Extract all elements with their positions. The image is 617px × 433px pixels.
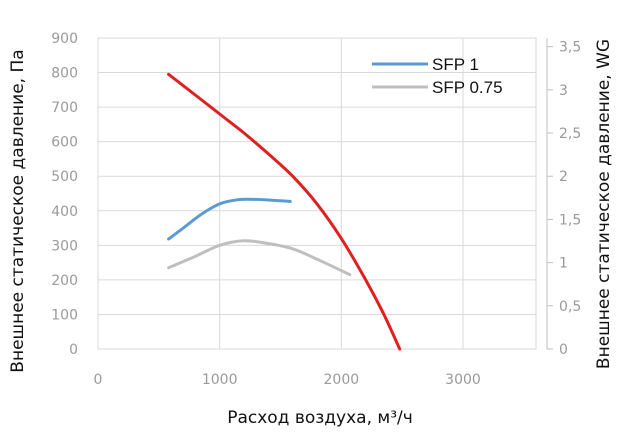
y-left-tick-label: 800 — [51, 66, 78, 82]
y-left-tick-label: 700 — [51, 100, 78, 116]
y-right-tick-label: 2 — [559, 169, 568, 185]
y-axis-title-left: Внешнее статическое давление, Па — [8, 49, 28, 372]
y-left-tick-label: 0 — [69, 342, 78, 358]
legend-label: SFP 1 — [432, 55, 479, 74]
x-tick-label: 3000 — [445, 372, 481, 388]
x-tick-label: 0 — [94, 372, 103, 388]
y-right-tick-label: 1 — [559, 256, 568, 272]
series-lines — [167, 72, 402, 351]
y-left-tick-label: 100 — [51, 307, 78, 323]
legend-label: SFP 0.75 — [432, 78, 503, 97]
x-axis-title: Расход воздуха, м³/ч — [227, 408, 413, 428]
y-right-tick-label: 1,5 — [559, 212, 581, 228]
y-right-tick-label: 3,5 — [559, 40, 581, 56]
y-left-tick-label: 300 — [51, 238, 78, 254]
x-tick-label: 1000 — [202, 372, 238, 388]
x-tick-label: 2000 — [324, 372, 360, 388]
series-line-sfp-1 — [167, 197, 292, 241]
series-line-pressure-curve — [167, 72, 402, 351]
y-right-tick-label: 3 — [559, 83, 568, 99]
y-right-tick-label: 0,5 — [559, 299, 581, 315]
series-line-sfp-0-75 — [167, 239, 352, 277]
y-left-tick-label: 500 — [51, 169, 78, 185]
gridlines — [97, 37, 537, 350]
y-left-tick-label: 200 — [51, 273, 78, 289]
legend: SFP 1 SFP 0.75 — [372, 55, 503, 97]
y-left-tick-label: 900 — [51, 31, 78, 47]
y-right-tick-label: 0 — [559, 342, 568, 358]
y-axis-title-right: Внешнее статическое давление, WG — [594, 39, 614, 369]
y-right-tick-label: 2,5 — [559, 126, 581, 142]
y-left-tick-label: 600 — [51, 135, 78, 151]
axis-titles: Расход воздуха, м³/ч Внешнее статическое… — [8, 39, 614, 428]
y-left-tick-label: 400 — [51, 204, 78, 220]
